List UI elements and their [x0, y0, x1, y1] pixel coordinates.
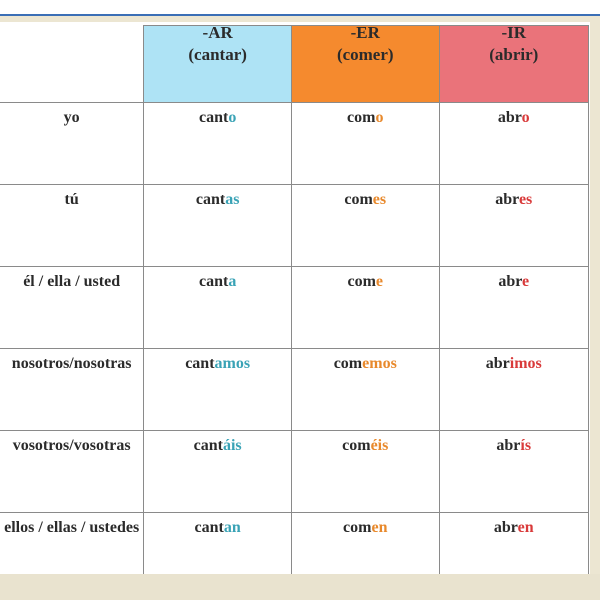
header-row: -AR (cantar) -ER (comer) -IR (abrir): [0, 23, 589, 103]
ar-cell: cantas: [143, 184, 292, 267]
er-cell: comemos: [291, 348, 440, 431]
row-ellos-ellas-ustedes: ellos / ellas / ustedes cantan comen abr…: [0, 512, 589, 574]
stem: com: [347, 273, 376, 290]
ir-cell: abren: [438, 512, 589, 574]
pronoun-cell: nosotros/nosotras: [0, 348, 145, 431]
ending: imos: [509, 355, 542, 372]
row-yo: yo canto como abro: [0, 102, 589, 185]
header-er: -ER (comer): [291, 23, 440, 103]
header-ir-title: -IR: [501, 23, 527, 42]
window-bottom-bar: [0, 574, 600, 600]
ir-cell: abres: [438, 184, 589, 267]
ending: o: [375, 109, 384, 126]
stem: abr: [498, 273, 523, 290]
stem: cant: [198, 109, 229, 126]
ar-cell: cantamos: [143, 348, 292, 431]
header-ar-verb: (cantar): [188, 45, 247, 64]
ending: es: [372, 191, 387, 208]
stem: cant: [194, 519, 224, 536]
ending: emos: [362, 355, 397, 372]
conjugation-table: -AR (cantar) -ER (comer) -IR (abrir) yo …: [0, 23, 589, 574]
stem: abr: [497, 109, 522, 126]
stem: abr: [495, 191, 519, 208]
ending: a: [228, 273, 237, 290]
ending: áis: [222, 437, 242, 454]
stem: abr: [496, 437, 521, 454]
header-er-title: -ER: [350, 23, 380, 42]
pronoun-cell: tú: [0, 184, 145, 267]
pronoun-cell: yo: [0, 102, 145, 185]
stem: abr: [485, 355, 510, 372]
ending: éis: [370, 437, 389, 454]
er-cell: coméis: [291, 430, 440, 513]
er-cell: come: [291, 266, 440, 349]
ar-cell: canta: [143, 266, 292, 349]
pronoun-cell: él / ella / usted: [0, 266, 145, 349]
corner-cell: [0, 25, 145, 103]
ir-cell: abrís: [438, 430, 589, 513]
ar-cell: canto: [143, 102, 292, 185]
ending: en: [517, 519, 534, 536]
row-el-ella-usted: él / ella / usted canta come abre: [0, 266, 589, 349]
ending: amos: [214, 355, 251, 372]
pronoun-cell: ellos / ellas / ustedes: [0, 512, 145, 574]
ar-cell: cantan: [143, 512, 292, 574]
row-vosotros: vosotros/vosotras cantáis coméis abrís: [0, 430, 589, 513]
stem: cant: [193, 437, 223, 454]
stem: cant: [198, 273, 229, 290]
ar-cell: cantáis: [143, 430, 292, 513]
ending: an: [223, 519, 241, 536]
er-cell: comes: [291, 184, 440, 267]
ending: ís: [520, 437, 532, 454]
stem: cant: [195, 191, 226, 208]
header-ir: -IR (abrir): [438, 23, 589, 103]
header-ir-verb: (abrir): [489, 45, 539, 64]
pronoun-cell: vosotros/vosotras: [0, 430, 145, 513]
conjugation-sheet: -AR (cantar) -ER (comer) -IR (abrir) yo …: [0, 22, 590, 574]
row-tu: tú cantas comes abres: [0, 184, 589, 267]
stem: abr: [493, 519, 518, 536]
stem: com: [343, 519, 372, 536]
ending: e: [375, 273, 384, 290]
er-cell: comen: [291, 512, 440, 574]
ending: es: [518, 191, 533, 208]
er-cell: como: [291, 102, 440, 185]
ending: en: [371, 519, 388, 536]
ending: o: [521, 109, 530, 126]
stem: com: [347, 109, 376, 126]
row-nosotros: nosotros/nosotras cantamos comemos abrim…: [0, 348, 589, 431]
stem: com: [333, 355, 363, 372]
ir-cell: abrimos: [438, 348, 589, 431]
ending: e: [522, 273, 530, 290]
header-ar-title: -AR: [202, 23, 233, 42]
ir-cell: abro: [438, 102, 589, 185]
stem: com: [342, 437, 371, 454]
window-top-bar: [0, 0, 600, 16]
header-er-verb: (comer): [336, 45, 394, 64]
stem: cant: [185, 355, 215, 372]
stem: com: [344, 191, 373, 208]
ir-cell: abre: [438, 266, 589, 349]
ending: as: [225, 191, 240, 208]
ending: o: [228, 109, 237, 126]
header-ar: -AR (cantar): [143, 23, 292, 103]
